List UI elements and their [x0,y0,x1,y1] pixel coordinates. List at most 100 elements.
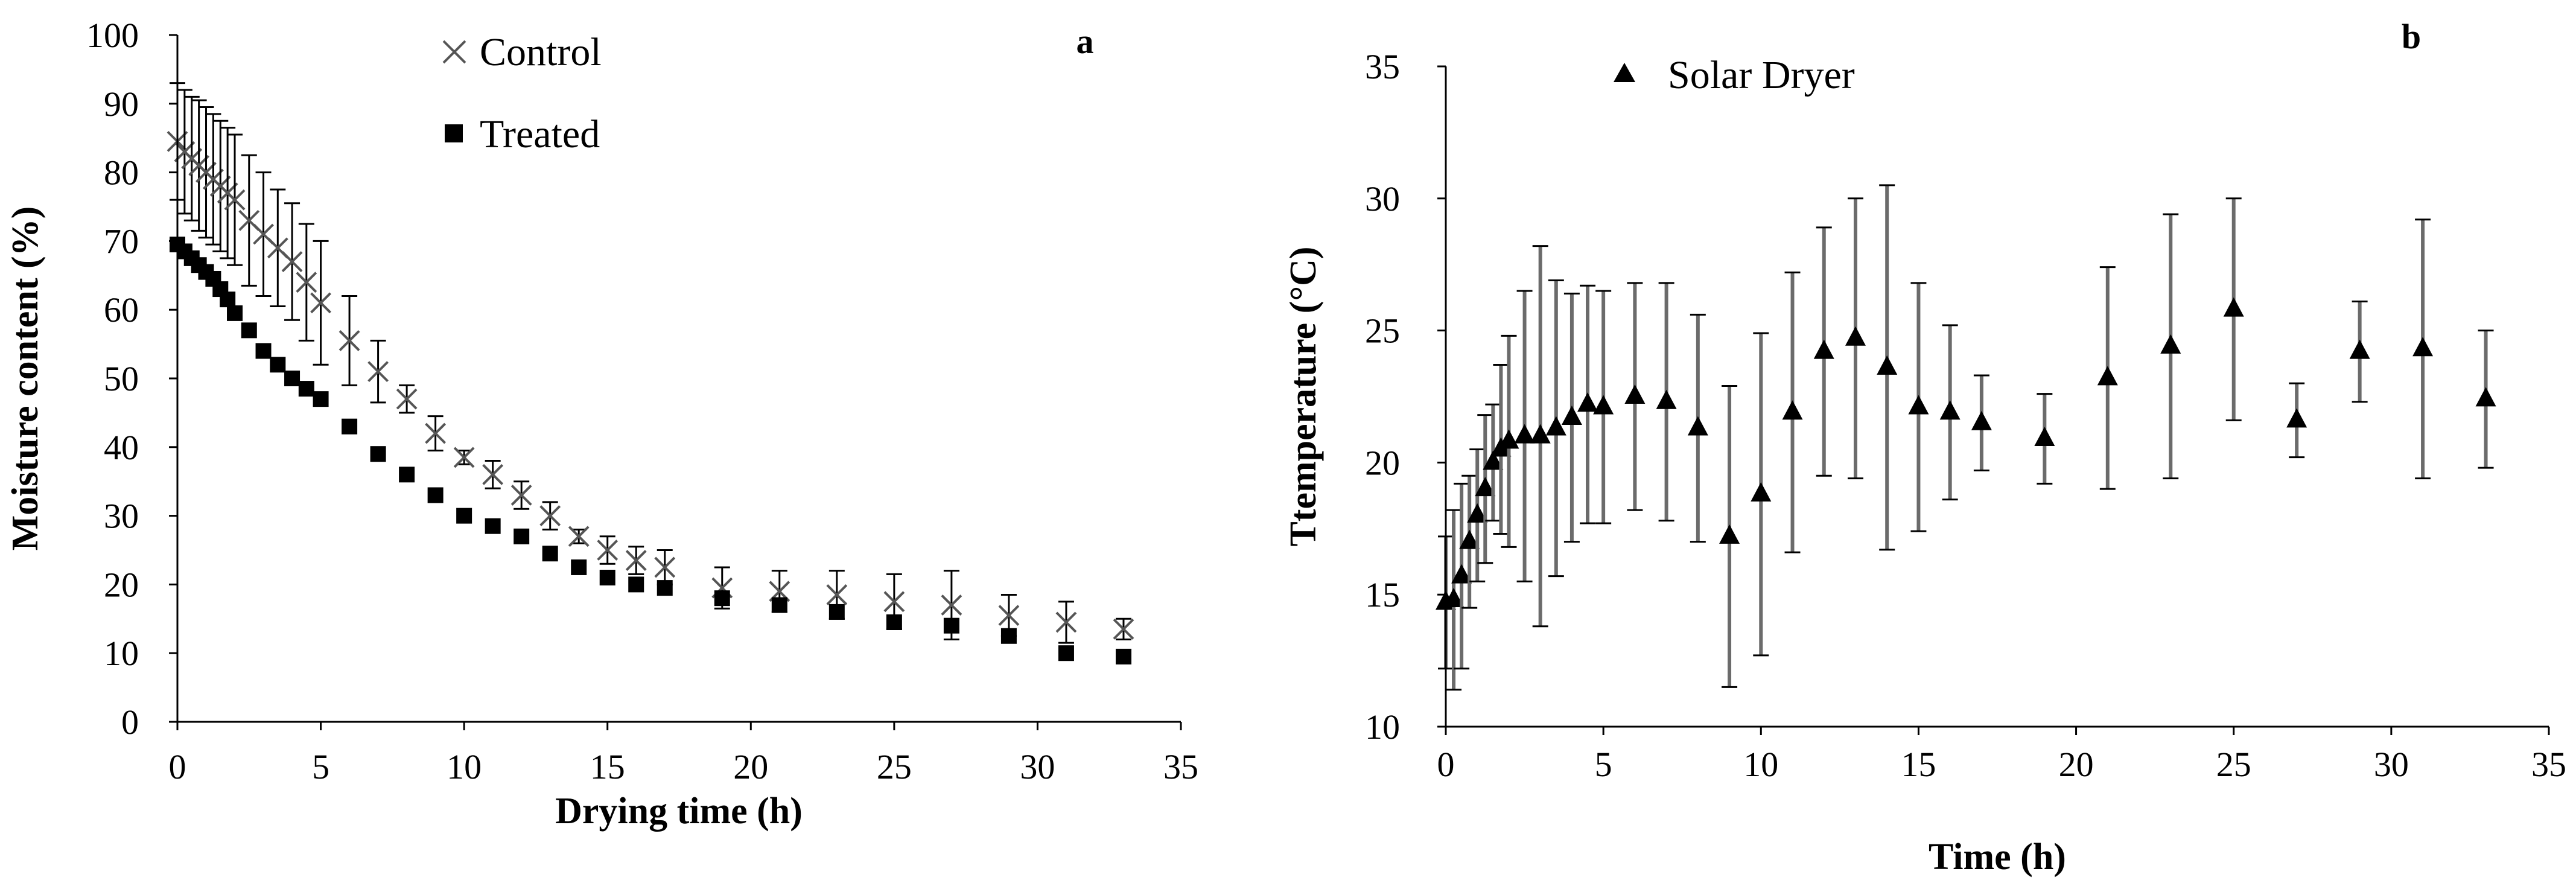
panel-a-x-tick-label: 20 [733,747,768,786]
panel-b-y-tick-label: 25 [1365,311,1400,351]
panel-b-solar-dryer-point [2223,297,2244,317]
panel-a-control-point [1055,611,1077,633]
panel-a-treated-point [1115,648,1131,664]
panel-b-solar-dryer-point [1514,424,1535,444]
panel-a-treated-point [485,518,501,534]
panel-b-solar-dryer-point [1813,339,1834,359]
panel-a-y-tick-label: 10 [104,634,139,673]
panel-a-control-point [339,330,360,351]
panel-a-data-marks [167,82,1134,664]
panel-a-treated-point [456,508,472,524]
panel-a-y-tick-label: 60 [104,290,139,330]
panel-b-y-tick-label: 15 [1365,575,1400,614]
panel-b-solar-dryer-point [1483,450,1504,470]
panel-a-y-tick-label: 20 [104,565,139,604]
panel-b-x-tick-label: 10 [1743,745,1778,784]
panel-a-treated-point [657,580,673,596]
panel-a-x-tick-label: 25 [877,747,912,786]
panel-b-y-tick-label: 20 [1365,443,1400,482]
panel-a-treated-point [399,467,415,483]
panel-a-moisture-chart: 0 5 10 15 20 25 30 35 0 10 20 30 40 50 60 70 80 90 100 Dry… [5,16,1198,832]
panel-a-treated-point [714,590,730,607]
panel-b-solar-dryer-point [1656,389,1677,409]
panel-a-control-point [310,292,331,314]
panel-a-x-tick-label: 0 [169,747,186,786]
panel-b-solar-dryer-point [1459,529,1480,549]
panel-a-treated-point [886,614,902,630]
panel-a-treated-point [571,559,587,575]
panel-a-control-point [224,189,246,211]
panel-b-solar-dryer-point [1751,482,1772,502]
panel-a-legend: Control Treated [442,30,602,156]
panel-a-control-point [396,388,418,410]
panel-a-y-tick-label: 90 [104,84,139,124]
panel-a-control-point [654,556,676,578]
panel-a-y-tick-label: 50 [104,359,139,398]
panel-a-x-tick-label: 10 [447,747,482,786]
panel-a-control-point [998,605,1020,626]
panel-b-solar-dryer-point [1782,400,1803,420]
panel-b-data-marks [1436,184,2496,691]
panel-b-solar-dryer-point [1451,564,1472,584]
panel-b-solar-dryer-point [1545,416,1566,436]
panel-a-control-point [941,594,962,616]
panel-b-solar-dryer-point [1877,355,1898,375]
legend-label-solar-dryer: Solar Dryer [1668,53,1855,97]
panel-b-x-tick-label: 30 [2374,745,2409,784]
panel-b-solar-dryer-point [1908,395,1929,415]
panel-b-x-axis-title: Time (h) [1929,837,2066,878]
panel-b-y-tick-label: 35 [1365,47,1400,86]
panel-a-y-tick-label: 80 [104,153,139,193]
panel-a-control-point [539,505,561,527]
panel-a-y-tick-label: 70 [104,222,139,261]
panel-b-solar-dryer-point [1687,416,1708,436]
panel-a-treated-point [342,418,358,435]
panel-a-x-tick-label: 15 [590,747,625,786]
panel-a-treated-point [370,446,386,462]
panel-a-treated-point [542,546,558,562]
panel-a-treated-point [514,528,530,544]
panel-b-solar-dryer-point [1593,395,1614,415]
panel-a-control-point [296,272,317,293]
panel-a-ticks: 0 5 10 15 20 25 30 35 0 10 20 30 40 50 60 70 80 90 100 [86,16,1198,786]
panel-b-solar-dryer-point [1577,392,1598,412]
panel-a-x-tick-label: 5 [312,747,329,786]
panel-b-solar-dryer-point [1467,503,1488,523]
panel-a-control-point [597,540,619,561]
panel-a-control-point [281,251,303,272]
panel-a-control-point [826,584,848,605]
panel-b-solar-dryer-point [1624,384,1646,404]
legend-label-control: Control [480,30,602,74]
panel-a-control-point [625,550,647,571]
panel-a-treated-point [313,391,329,407]
panel-b-y-tick-label: 30 [1365,179,1400,218]
panel-a-control-point [367,361,389,383]
panel-a-treated-point [628,576,644,593]
panel-a-y-axis-title: Moisture content (%) [5,206,46,551]
panel-a-treated-point [220,292,236,308]
legend-marker-solar-dryer [1614,63,1635,82]
panel-b-solar-dryer-point [1939,400,1961,420]
panel-a-treated-point [828,604,845,620]
panel-a-treated-point [270,357,286,373]
panel-b-solar-dryer-point [2097,366,2118,386]
panel-b-solar-dryer-point [2034,427,2055,447]
panel-b-legend: Solar Dryer [1614,53,1855,97]
panel-b-solar-dryer-point [2412,337,2434,357]
panel-b-x-tick-label: 25 [2216,745,2251,784]
panel-b-solar-dryer-point [1971,410,1992,430]
panel-b-solar-dryer-point [1719,524,1740,544]
panel-a-x-tick-label: 35 [1163,747,1198,786]
panel-a-y-tick-label: 30 [104,497,139,536]
legend-marker-control [442,40,466,64]
panel-b-solar-dryer-point [2349,339,2370,359]
panel-b-ticks: 0 5 10 15 20 25 30 35 10 15 20 25 30 35 [1365,47,2566,784]
panel-a-control-point [425,422,447,444]
panel-b-temperature-chart: 0 5 10 15 20 25 30 35 10 15 20 25 30 35 Time (h) Ttem… [1283,17,2566,878]
panel-b-solar-dryer-point [1845,326,1866,346]
panel-b-x-tick-label: 0 [1437,745,1455,784]
panel-b-x-tick-label: 15 [1901,745,1936,784]
panel-b-solar-dryer-point [1475,477,1496,497]
panel-a-treated-point [599,570,615,586]
